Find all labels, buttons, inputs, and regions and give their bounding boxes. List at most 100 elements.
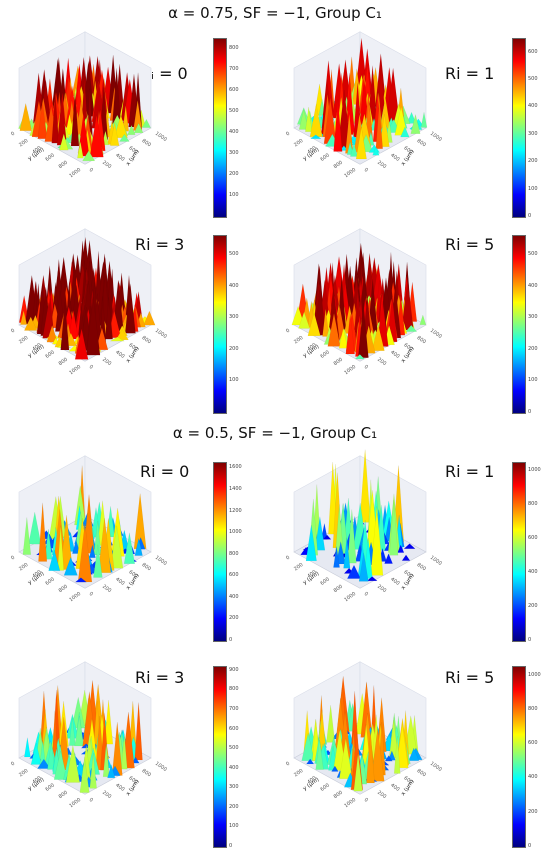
surface-spike: [107, 764, 116, 779]
surface-spike: [310, 134, 322, 139]
colorbar-tick-label: 400: [528, 774, 538, 781]
surface-spike: [408, 747, 420, 761]
colorbar-tick-label: 400: [528, 282, 538, 289]
colorbar: [213, 38, 227, 218]
x-tick-label: 800: [141, 335, 152, 345]
surface-spike: [322, 534, 332, 540]
y-tick-label: 0: [285, 555, 291, 562]
colorbar-tick-label: 700: [229, 706, 239, 713]
surface-spike: [63, 556, 78, 576]
surface-spike: [123, 532, 135, 564]
colorbar-tick-label: 800: [229, 45, 239, 52]
colorbar-tick-label: 600: [528, 535, 538, 542]
y-tick-label: 800: [58, 357, 69, 367]
surface-spike: [397, 544, 405, 553]
surface-spike: [102, 743, 110, 777]
surface-spike: [70, 92, 80, 147]
section-title-alpha-075: α = 0.75, SF = −1, Group C₁: [168, 4, 382, 22]
surface-spike: [384, 553, 393, 564]
x-tick-label: 400: [114, 350, 125, 360]
surface-spike: [24, 316, 38, 331]
x-tick-label: 600: [127, 342, 138, 352]
y-tick-label: 600: [44, 783, 55, 793]
x-tick-label: 0: [363, 797, 369, 804]
surface-spike: [400, 126, 410, 138]
surface-spike: [331, 765, 339, 772]
surface-spike: [104, 297, 113, 340]
x-tick-label: 200: [376, 584, 387, 594]
surface-spike: [141, 118, 151, 128]
surface-spike: [340, 145, 348, 151]
x-tick-label: 800: [141, 562, 152, 572]
surface-spike: [38, 502, 48, 562]
surface-spike: [47, 742, 56, 770]
surface-spike: [333, 546, 340, 568]
y-tick-label: 800: [58, 790, 69, 800]
colorbar-tick-label: 500: [229, 250, 239, 257]
colorbar-tick-label: 300: [528, 314, 538, 321]
x-tick-label: 1000: [154, 555, 168, 567]
y-tick-label: 200: [293, 138, 304, 148]
colorbar-tick-label: 400: [229, 129, 239, 136]
x-tick-label: 800: [141, 768, 152, 778]
surface-spike: [333, 99, 343, 152]
y-tick-label: 200: [293, 335, 304, 345]
colorbar-tick-label: 400: [229, 593, 239, 600]
surface-spike: [110, 525, 124, 569]
panel-title: Ri = 5: [445, 235, 495, 254]
surface-panel-8: Ri = 5 0 200 400 600 800 1000 0 200 400 600 800 1000…: [280, 658, 550, 853]
x-tick-label: 0: [88, 797, 94, 804]
x-tick-label: 200: [101, 790, 112, 800]
colorbar: [512, 462, 526, 642]
surface-spike: [48, 549, 61, 571]
panel-title: Ri = 1: [445, 64, 495, 83]
surface-spike: [134, 538, 143, 556]
x-axis-label: x (μm): [125, 346, 140, 364]
colorbar: [213, 462, 227, 642]
x-axis-label: x (μm): [400, 149, 415, 167]
x-tick-label: 200: [376, 160, 387, 170]
surface-spike: [326, 705, 336, 743]
surface-spike: [345, 313, 355, 355]
surface-spike: [353, 753, 363, 792]
surface-panel-3: Ri = 3 0 200 400 600 800 1000 0 200 400 600 800 1000…: [5, 225, 275, 420]
surface-spike: [86, 297, 101, 356]
surface-spike: [127, 124, 136, 135]
surface-spike: [95, 327, 109, 351]
surface-spike: [89, 753, 97, 789]
surface-spike: [314, 516, 326, 551]
y-tick-label: 1000: [68, 167, 82, 179]
x-tick-label: 600: [127, 569, 138, 579]
surface-spike: [104, 700, 114, 745]
y-tick-label: 0: [10, 555, 16, 562]
colorbar-tick-label: 300: [229, 150, 239, 157]
x-tick-label: 400: [389, 153, 400, 163]
surface-spike: [74, 577, 87, 583]
y-tick-label: 1000: [343, 364, 357, 376]
colorbar-tick-label: 500: [528, 250, 538, 257]
y-tick-label: 400: [31, 145, 42, 155]
y-tick-label: 800: [333, 357, 344, 367]
colorbar-tick-label: 100: [229, 823, 239, 830]
colorbar-tick-label: 200: [528, 158, 538, 165]
surface-spike: [384, 755, 393, 762]
y-tick-label: 1000: [343, 591, 357, 603]
surface-spike: [358, 303, 369, 358]
surface-spike: [60, 301, 70, 351]
colorbar-tick-label: 800: [229, 550, 239, 557]
y-tick-label: 800: [58, 584, 69, 594]
colorbar-tick-label: 200: [528, 603, 538, 610]
surface-spike: [396, 723, 409, 769]
y-tick-label: 400: [31, 775, 42, 785]
surface-panel-4: Ri = 5 0 200 400 600 800 1000 0 200 400 600 800 1000…: [280, 225, 550, 420]
x-tick-label: 1000: [154, 328, 168, 340]
x-tick-label: 400: [389, 783, 400, 793]
y-tick-label: 0: [285, 131, 291, 138]
colorbar-tick-label: 800: [528, 501, 538, 508]
colorbar-tick-label: 100: [528, 377, 538, 384]
